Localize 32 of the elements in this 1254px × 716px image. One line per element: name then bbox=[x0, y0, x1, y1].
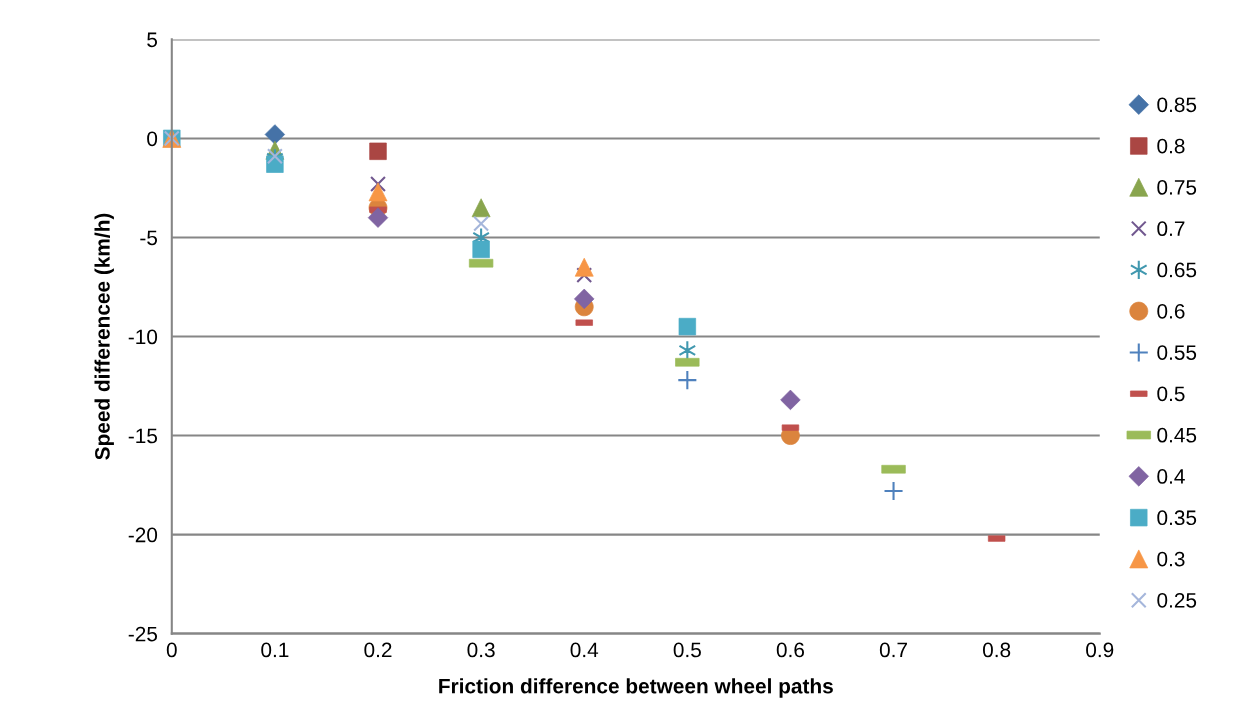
legend-label: 0.45 bbox=[1157, 427, 1197, 443]
y-axis-title: Speed differencee (km/h) bbox=[94, 213, 114, 460]
legend-label: 0.25 bbox=[1157, 592, 1197, 608]
legend-label: 0.75 bbox=[1157, 180, 1197, 195]
x-tick-label: 0.2 bbox=[364, 642, 392, 658]
legend-label: 0.35 bbox=[1157, 510, 1197, 526]
x-axis-title: Friction difference between wheel paths bbox=[439, 678, 833, 698]
y-tick-label: -25 bbox=[128, 626, 158, 642]
legend-label: 0.4 bbox=[1157, 469, 1185, 484]
x-tick-label: 0.7 bbox=[879, 642, 907, 658]
legend-label: 0.65 bbox=[1157, 262, 1197, 278]
legend-label: 0.55 bbox=[1157, 345, 1197, 360]
legend-label: 0.7 bbox=[1157, 221, 1185, 237]
x-tick-label: 0.5 bbox=[673, 642, 701, 658]
y-tick-label: -20 bbox=[128, 527, 158, 543]
x-tick-label: 0.3 bbox=[467, 642, 495, 658]
y-tick-label: -15 bbox=[128, 428, 158, 444]
legend-label: 0.5 bbox=[1157, 386, 1185, 402]
y-tick-label: -10 bbox=[128, 329, 158, 345]
x-tick-label: 0.6 bbox=[776, 642, 804, 658]
legend-label: 0.3 bbox=[1157, 551, 1185, 567]
x-tick-label: 0.1 bbox=[261, 642, 289, 658]
legend-label: 0.85 bbox=[1157, 97, 1197, 113]
x-tick-label: 0 bbox=[166, 642, 177, 658]
x-tick-label: 0.4 bbox=[570, 642, 599, 658]
legend-label: 0.8 bbox=[1157, 138, 1185, 154]
x-tick-label: 0.9 bbox=[1086, 642, 1114, 658]
y-tick-label: 0 bbox=[147, 131, 158, 147]
y-tick-label: 5 bbox=[147, 32, 158, 48]
y-tick-label: -5 bbox=[140, 230, 158, 246]
x-tick-label: 0.8 bbox=[982, 642, 1011, 658]
legend-label: 0.6 bbox=[1157, 303, 1185, 319]
